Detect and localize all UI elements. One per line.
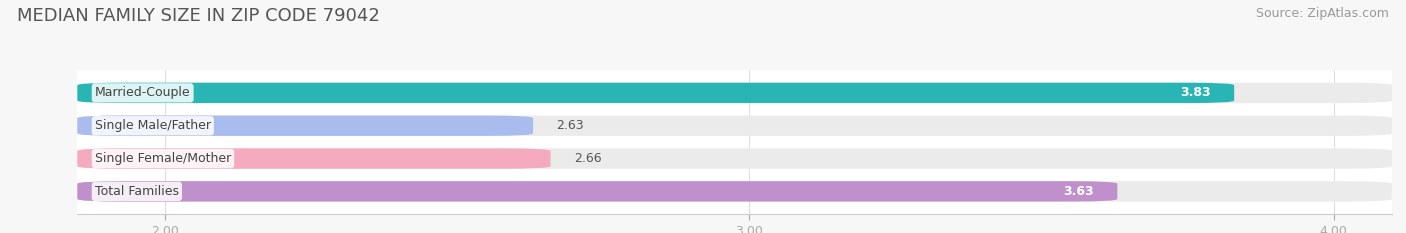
FancyBboxPatch shape [77, 148, 1392, 169]
Text: 3.63: 3.63 [1063, 185, 1094, 198]
FancyBboxPatch shape [77, 116, 1392, 136]
Text: Married-Couple: Married-Couple [94, 86, 190, 99]
FancyBboxPatch shape [77, 83, 1392, 103]
FancyBboxPatch shape [77, 181, 1392, 202]
FancyBboxPatch shape [77, 116, 533, 136]
Text: 2.66: 2.66 [574, 152, 602, 165]
Text: Single Male/Father: Single Male/Father [94, 119, 211, 132]
Text: 3.83: 3.83 [1180, 86, 1211, 99]
Text: MEDIAN FAMILY SIZE IN ZIP CODE 79042: MEDIAN FAMILY SIZE IN ZIP CODE 79042 [17, 7, 380, 25]
FancyBboxPatch shape [77, 83, 1234, 103]
Text: 2.63: 2.63 [557, 119, 583, 132]
FancyBboxPatch shape [77, 148, 551, 169]
Text: Source: ZipAtlas.com: Source: ZipAtlas.com [1256, 7, 1389, 20]
FancyBboxPatch shape [77, 181, 1118, 202]
Text: Single Female/Mother: Single Female/Mother [94, 152, 231, 165]
Text: Total Families: Total Families [94, 185, 179, 198]
